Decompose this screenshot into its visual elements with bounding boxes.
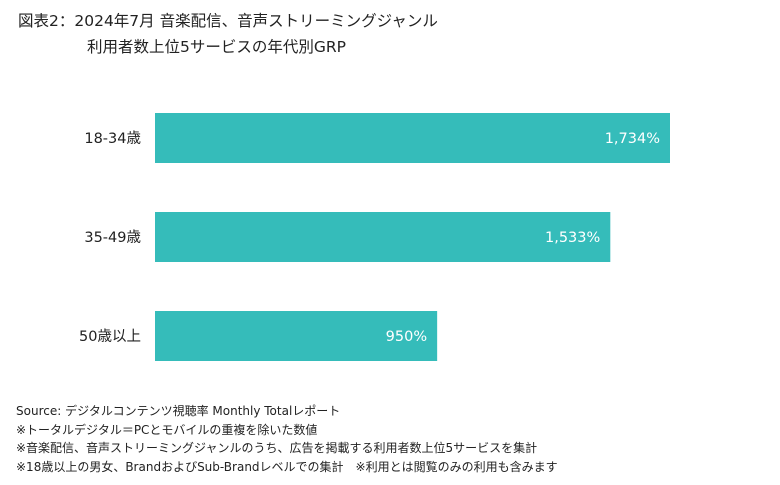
footnote-total-digital: ※トータルデジタル＝PCとモバイルの重複を除いた数値 xyxy=(16,422,318,437)
footnote-aggregation: ※音楽配信、音声ストリーミングジャンルのうち、広告を掲載する利用者数上位5サービ… xyxy=(16,441,538,455)
source-note: Source: デジタルコンテンツ視聴率 Monthly Totalレポート xyxy=(16,404,341,418)
category-label-1: 18-34歳 xyxy=(84,130,141,147)
chart-title-line2: 利用者数上位5サービスの年代別GRP xyxy=(87,38,346,56)
value-label-3: 950% xyxy=(386,329,427,345)
value-label-1: 1,734% xyxy=(605,131,660,147)
footnotes: Source: デジタルコンテンツ視聴率 Monthly Totalレポート ※… xyxy=(16,402,558,476)
footnote-scope: ※18歳以上の男女、BrandおよびSub-Brandレベルでの集計 ※利用とは… xyxy=(16,459,558,474)
bar-1 xyxy=(155,113,670,163)
category-label-2: 35-49歳 xyxy=(84,229,141,246)
category-label-3: 50歳以上 xyxy=(79,328,141,345)
chart-title-line1: 図表2：2024年7月 音楽配信、音声ストリーミングジャンル xyxy=(18,12,438,30)
bar-2 xyxy=(155,212,611,262)
bar-3 xyxy=(155,311,438,361)
value-label-2: 1,533% xyxy=(545,230,600,246)
